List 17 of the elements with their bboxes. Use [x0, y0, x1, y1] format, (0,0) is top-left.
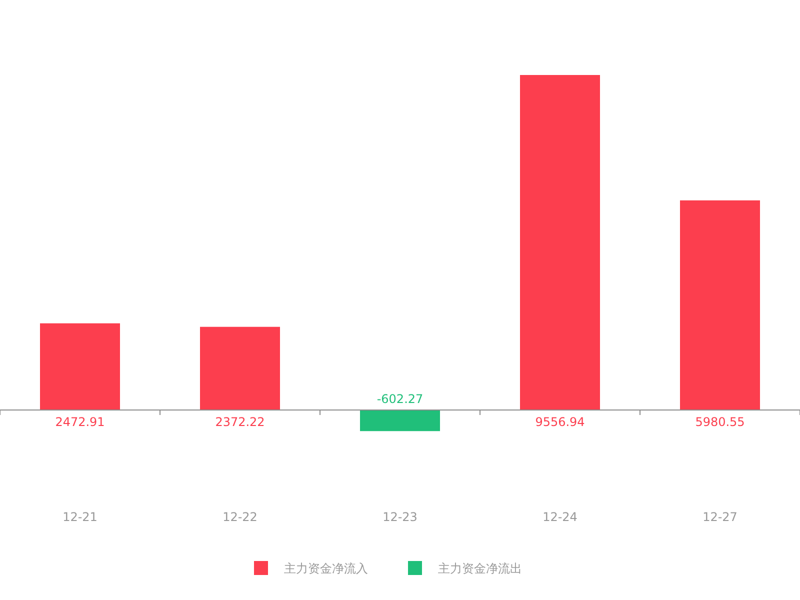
legend-label: 主力资金净流出: [438, 562, 522, 576]
data-label: 2472.91: [55, 415, 105, 429]
bar: [520, 75, 600, 410]
bar: [200, 326, 280, 410]
bar: [360, 410, 440, 432]
x-tick-label: 12-21: [62, 510, 98, 524]
bar: [680, 200, 760, 410]
data-label: -602.27: [376, 392, 424, 406]
bar: [40, 323, 120, 410]
data-label: 9556.94: [535, 415, 585, 429]
x-tick-label: 12-24: [542, 510, 578, 524]
data-label: 2372.22: [215, 415, 265, 429]
legend-label: 主力资金净流入: [284, 562, 368, 576]
x-tick-label: 12-23: [382, 510, 418, 524]
x-tick-label: 12-27: [702, 510, 738, 524]
data-label: 5980.55: [695, 415, 745, 429]
x-tick-label: 12-22: [222, 510, 258, 524]
